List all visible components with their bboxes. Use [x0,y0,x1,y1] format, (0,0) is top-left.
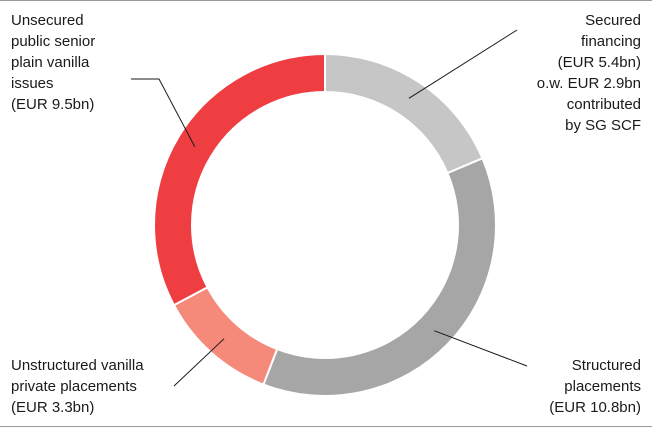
slice-secured [324,52,484,175]
label-line: financing [580,33,641,50]
label-line: plain vanilla [11,54,90,71]
label-line: (EUR 9.5bn) [11,96,95,113]
label-line: issues [11,75,54,92]
slice-unstructured [172,285,279,386]
label-line: placements [564,378,641,395]
slice-unsecured [153,52,326,307]
leader-line-unstructured [173,338,225,387]
label-unsecured-public-senior: Unsecured public senior plain vanilla is… [11,10,95,115]
bottom-rule [0,426,652,427]
label-unstructured-vanilla: Unstructured vanilla private placements … [11,355,144,418]
leader-line-secured [408,29,518,99]
leader-line-unsecured [131,78,196,147]
label-line: private placements [11,378,137,395]
slice-structured [262,156,497,397]
label-line: contributed [566,96,641,113]
label-line: (EUR 5.4bn) [557,54,641,71]
label-structured-placements: Structured placements (EUR 10.8bn) [549,355,641,418]
label-line: (EUR 3.3bn) [11,399,95,416]
label-line: Unstructured vanilla [11,357,144,374]
label-line: Secured [585,12,641,29]
label-line: o.w. EUR 2.9bn [536,75,641,92]
label-line: Structured [571,357,641,374]
label-line: public senior [11,33,96,50]
leader-line-structured [434,330,528,367]
top-rule [0,0,652,1]
label-line: Unsecured [11,12,84,29]
label-line: (EUR 10.8bn) [549,399,641,416]
label-secured-financing: Secured financing (EUR 5.4bn) o.w. EUR 2… [537,10,641,136]
label-line: by SG SCF [565,117,641,134]
